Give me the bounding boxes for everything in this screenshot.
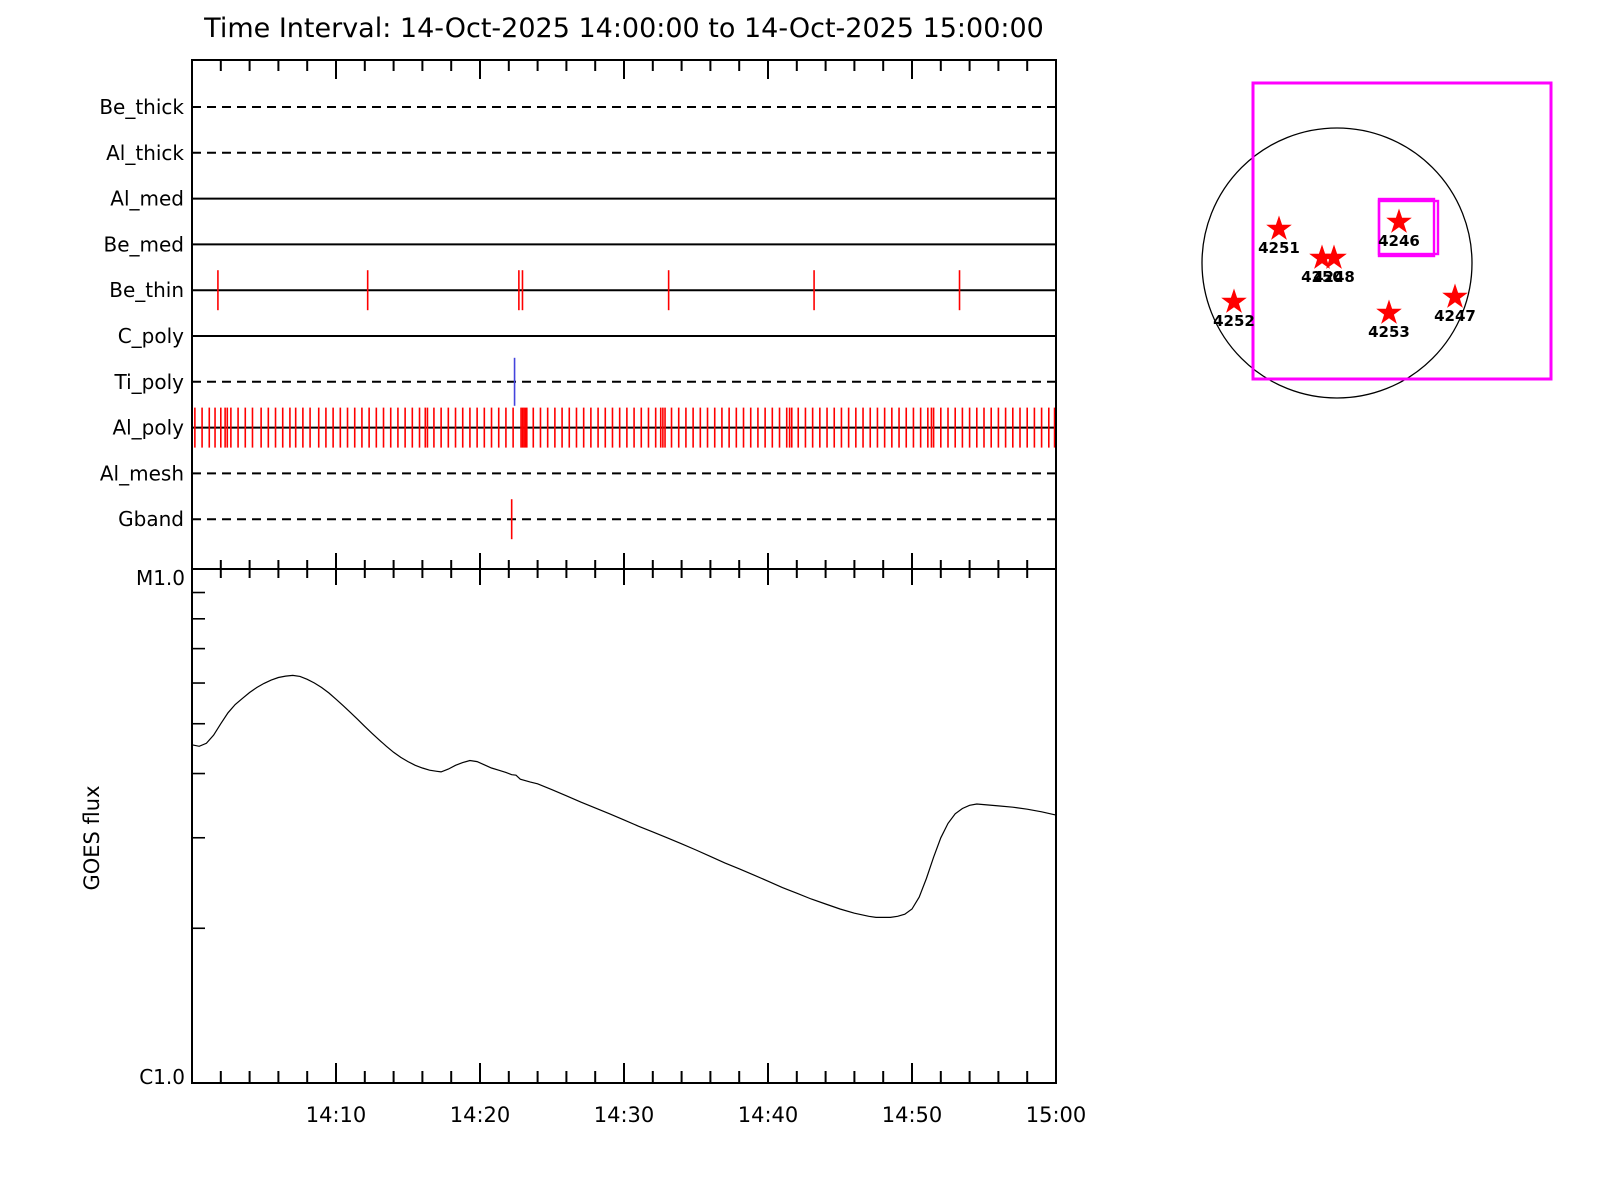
active-region-star-4247 <box>1442 283 1468 308</box>
fov-box <box>1251 81 1553 381</box>
active-region-label-4253: 4253 <box>1368 323 1410 341</box>
x-tick-label-14:50: 14:50 <box>882 1103 943 1127</box>
active-region-star-4246 <box>1386 208 1412 233</box>
active-region-star-4251 <box>1266 215 1292 240</box>
active-region-star-4250 <box>1309 244 1335 269</box>
active-region-label-4250: 4250 <box>1301 268 1343 286</box>
active-region-label-4251: 4251 <box>1258 239 1300 257</box>
goes-panel-border <box>191 568 1057 1084</box>
row-label-Al_mesh: Al_mesh <box>100 461 184 485</box>
row-label-C_poly: C_poly <box>118 324 184 348</box>
active-region-label-4247: 4247 <box>1434 307 1476 325</box>
active-region-star-4253 <box>1376 299 1402 324</box>
active-region-label-4248: 4248 <box>1313 268 1355 286</box>
page-title: Time Interval: 14-Oct-2025 14:00:00 to 1… <box>204 13 1044 44</box>
target-box-1 <box>1377 199 1440 256</box>
x-tick-label-14:10: 14:10 <box>306 1103 367 1127</box>
row-label-Gband: Gband <box>118 507 184 531</box>
active-region-label-4252: 4252 <box>1213 312 1255 330</box>
row-label-Al_poly: Al_poly <box>112 416 184 440</box>
x-tick-label-14:30: 14:30 <box>594 1103 655 1127</box>
x-tick-label-14:20: 14:20 <box>450 1103 511 1127</box>
x-tick-label-14:40: 14:40 <box>738 1103 799 1127</box>
row-label-Be_thin: Be_thin <box>109 278 184 302</box>
active-region-star-4248 <box>1321 244 1347 269</box>
timeline-panel-border <box>191 59 1057 570</box>
goes-flux-curve <box>191 674 1057 919</box>
row-label-Al_med: Al_med <box>110 187 184 211</box>
row-label-Be_med: Be_med <box>103 232 184 256</box>
row-label-Be_thick: Be_thick <box>99 95 184 119</box>
active-region-label-4246: 4246 <box>1378 232 1420 250</box>
y-axis-bottom-label: C1.0 <box>139 1065 185 1089</box>
y-axis-top-label: M1.0 <box>135 566 185 590</box>
row-label-Ti_poly: Ti_poly <box>114 370 185 394</box>
active-region-star-4252 <box>1221 288 1247 313</box>
x-tick-label-15:00: 15:00 <box>1026 1103 1087 1127</box>
row-label-Al_thick: Al_thick <box>106 141 184 165</box>
sun-limb-circle <box>1201 127 1473 399</box>
